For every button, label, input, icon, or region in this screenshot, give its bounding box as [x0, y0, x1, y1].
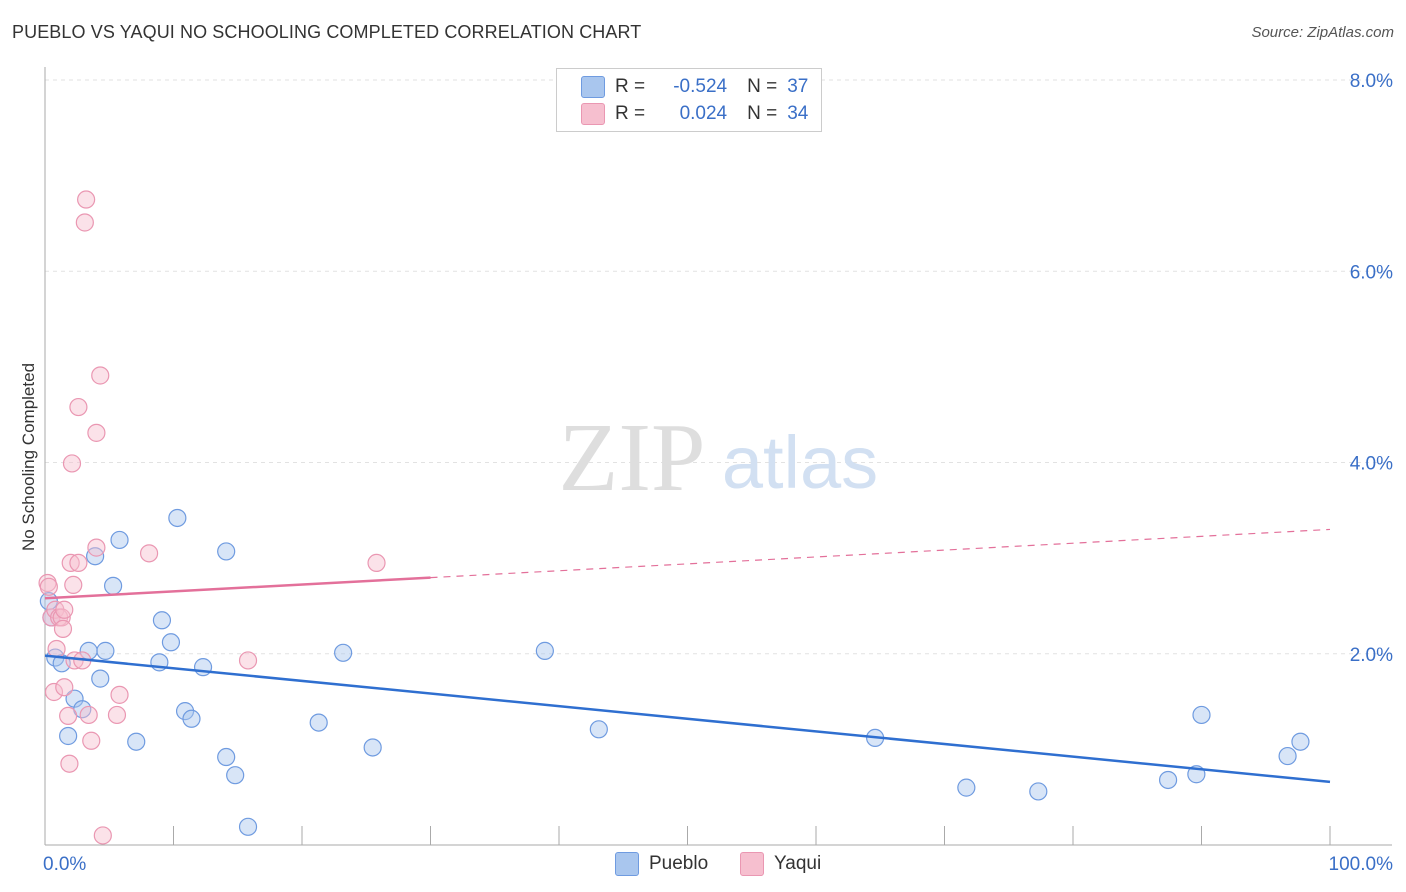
- axes: [44, 67, 1392, 846]
- yaqui-point: [39, 577, 58, 596]
- yaqui-point: [77, 190, 96, 209]
- n-value: 34: [787, 103, 809, 124]
- pueblo-point: [363, 738, 382, 757]
- yaqui-point: [69, 397, 88, 417]
- pueblo-point: [168, 508, 187, 528]
- pueblo-point: [217, 747, 236, 767]
- pueblo-point: [193, 658, 213, 677]
- tick-labels: 2.0% 4.0% 6.0% 8.0% 0.0% 100.0%: [43, 71, 1393, 875]
- pueblo-point: [535, 641, 554, 660]
- yaqui-point: [238, 651, 258, 670]
- yaqui-point: [69, 553, 88, 573]
- legend-row-yaqui: R = 0.024 N = 34: [581, 101, 808, 127]
- y-tick-label: 4.0%: [1350, 454, 1393, 475]
- yaqui-point: [59, 706, 78, 726]
- legend-row-pueblo: R = -0.524 N = 37: [581, 74, 808, 100]
- r-label: R =: [615, 76, 646, 97]
- pueblo-point: [104, 576, 123, 595]
- gridlines: [45, 79, 1392, 655]
- pueblo-point: [1278, 746, 1297, 766]
- pueblo-swatch: [581, 76, 605, 98]
- pueblo-point: [161, 633, 181, 652]
- yaqui-point: [61, 553, 80, 573]
- pueblo-trend-line: [44, 654, 1331, 784]
- yaqui-point: [44, 682, 64, 702]
- yaqui-trend-line: [44, 576, 431, 600]
- legend-item-pueblo: Pueblo: [615, 852, 708, 876]
- y-tick-label: 2.0%: [1350, 645, 1393, 666]
- r-value: 0.024: [679, 103, 728, 124]
- yaqui-point: [367, 553, 386, 573]
- pueblo-point: [1029, 782, 1048, 801]
- y-tick-label: 8.0%: [1350, 71, 1393, 92]
- yaqui-point: [53, 619, 73, 638]
- yaqui-point: [62, 454, 82, 473]
- y-axis-label: No Schooling Completed: [19, 363, 38, 551]
- pueblo-swatch: [615, 852, 639, 876]
- y-tick-label: 6.0%: [1350, 262, 1393, 283]
- pueblo-point: [110, 530, 129, 550]
- r-label: R =: [615, 103, 646, 124]
- pueblo-point: [1192, 705, 1211, 725]
- correlation-legend: R = -0.524 N = 37 R = 0.024 N = 34: [556, 68, 822, 132]
- x-tick-label: 0.0%: [43, 854, 86, 875]
- yaqui-point: [55, 600, 74, 619]
- pueblo-point: [238, 817, 258, 836]
- yaqui-point: [60, 754, 79, 773]
- yaqui-point: [75, 213, 94, 232]
- chart-title: PUEBLO VS YAQUI NO SCHOOLING COMPLETED C…: [12, 22, 642, 42]
- pueblo-label: Pueblo: [649, 853, 709, 874]
- source-label: Source: ZipAtlas.com: [1251, 24, 1394, 41]
- pueblo-point: [96, 641, 115, 660]
- r-value: -0.524: [673, 76, 728, 97]
- yaqui-trend-line-extension: [430, 528, 1331, 579]
- n-label: N =: [747, 103, 778, 124]
- yaqui-point: [110, 685, 129, 704]
- yaqui-point: [79, 705, 98, 725]
- pueblo-point: [309, 713, 328, 732]
- pueblo-point: [589, 720, 608, 739]
- pueblo-point: [91, 669, 110, 688]
- pueblo-point: [217, 542, 236, 561]
- pueblo-point: [226, 766, 245, 785]
- yaqui-point: [139, 544, 159, 563]
- legend-item-yaqui: Yaqui: [740, 852, 821, 876]
- yaqui-swatch: [740, 852, 764, 876]
- watermark-atlas: atlas: [722, 421, 878, 504]
- trend-lines: [44, 528, 1331, 784]
- yaqui-swatch: [581, 103, 605, 125]
- yaqui-point: [47, 639, 66, 659]
- yaqui-point: [87, 423, 106, 442]
- yaqui-point: [82, 731, 101, 750]
- yaqui-point: [107, 705, 127, 725]
- pueblo-point: [59, 726, 78, 746]
- pueblo-point: [334, 643, 353, 662]
- n-value: 37: [787, 76, 809, 97]
- pueblo-point: [957, 778, 976, 797]
- yaqui-point: [64, 575, 83, 595]
- yaqui-label: Yaqui: [774, 853, 822, 874]
- yaqui-point: [87, 538, 106, 557]
- yaqui-point: [91, 366, 110, 385]
- n-label: N =: [747, 76, 778, 97]
- x-tick-label: 100.0%: [1329, 854, 1394, 875]
- watermark-zip: ZIP: [559, 404, 706, 512]
- data-points: [38, 190, 1310, 845]
- pueblo-point: [127, 732, 146, 751]
- pueblo-point: [1291, 732, 1310, 751]
- pueblo-point: [152, 611, 172, 630]
- pueblo-point: [182, 709, 201, 728]
- yaqui-point: [93, 826, 112, 845]
- yaqui-point: [55, 678, 74, 697]
- pueblo-point: [1158, 770, 1178, 790]
